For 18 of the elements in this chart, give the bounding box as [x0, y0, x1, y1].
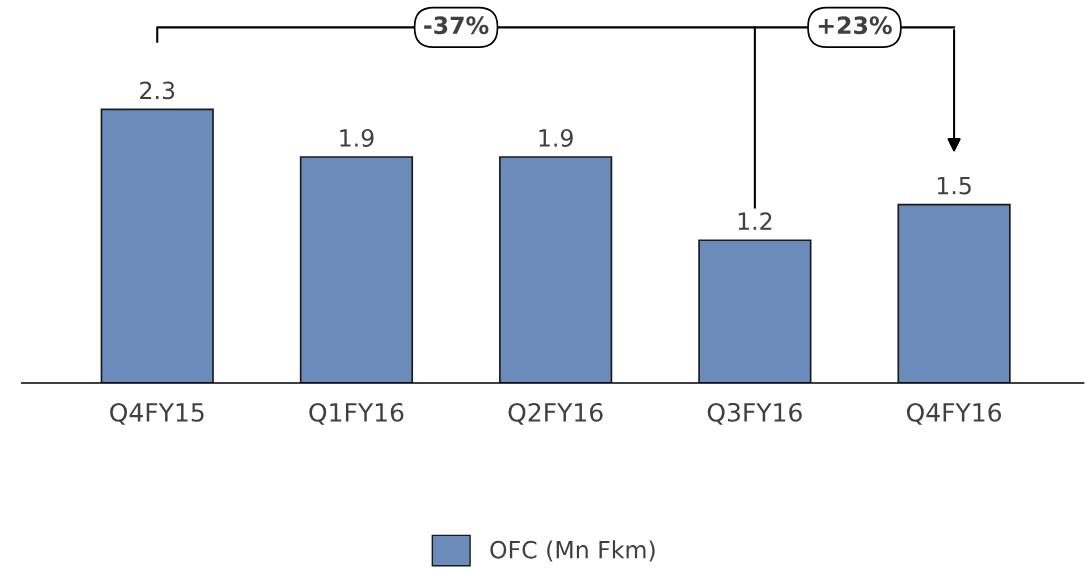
- x-tick-label: Q4FY16: [906, 402, 1002, 425]
- x-tick-label: Q4FY15: [110, 402, 204, 425]
- bar: [299, 156, 414, 384]
- data-label: 2.3: [140, 81, 175, 100]
- data-label: 1.2: [738, 212, 772, 230]
- legend-label: OFC (Mn Fkm): [490, 540, 655, 562]
- bar: [698, 239, 812, 384]
- text: +23%: [818, 16, 892, 35]
- x-tick-label: Q1FY16: [309, 402, 404, 425]
- x-tick-label: Q3FY16: [707, 402, 802, 425]
- data-label: 1.9: [340, 129, 374, 147]
- x-tick-label: Q2FY16: [508, 402, 603, 425]
- bar: [100, 108, 214, 384]
- data-label: 1.5: [937, 176, 971, 195]
- bar: [897, 203, 1011, 384]
- text: -37%: [424, 16, 489, 35]
- data-label: 1.9: [539, 129, 573, 147]
- bar: [499, 156, 613, 384]
